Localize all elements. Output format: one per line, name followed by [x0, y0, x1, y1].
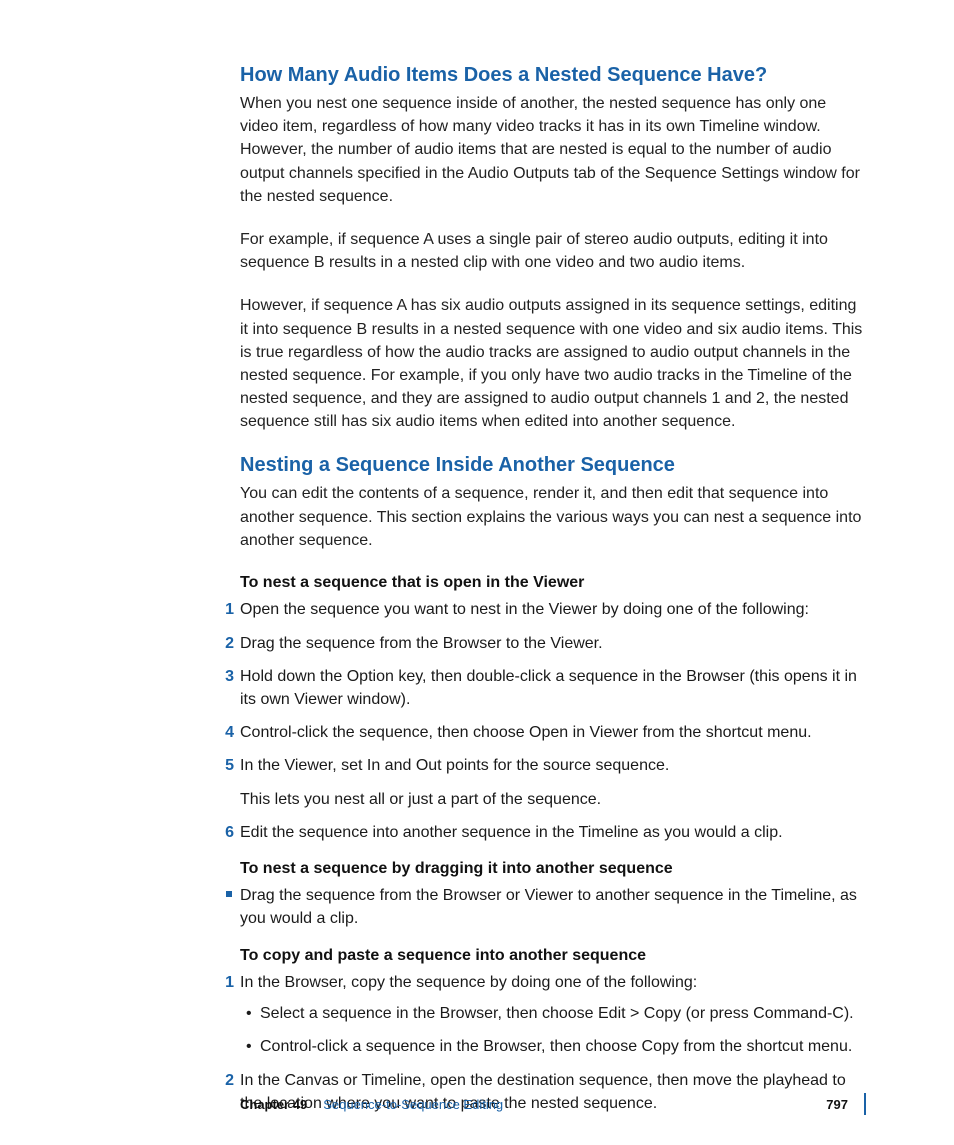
footer-page-number: 797: [826, 1097, 848, 1112]
step-number: 6: [222, 821, 234, 844]
footer-title: Sequence-to-Sequence Editing: [323, 1097, 503, 1112]
body-paragraph: When you nest one sequence inside of ano…: [240, 92, 866, 208]
task-heading-copy-paste: To copy and paste a sequence into anothe…: [240, 945, 866, 967]
step-item: 1 Open the sequence you want to nest in …: [240, 598, 866, 621]
bullet-text: Drag the sequence from the Browser or Vi…: [240, 887, 857, 927]
bullet-list-dragging: Drag the sequence from the Browser or Vi…: [240, 884, 866, 930]
task-heading-dragging: To nest a sequence by dragging it into a…: [240, 858, 866, 880]
step-number: 1: [222, 598, 234, 621]
body-paragraph: You can edit the contents of a sequence,…: [240, 482, 866, 552]
body-paragraph: However, if sequence A has six audio out…: [240, 294, 866, 433]
sub-bullet-item: Select a sequence in the Browser, then c…: [260, 1002, 866, 1025]
step-text: Hold down the Option key, then double-cl…: [240, 668, 857, 708]
task-heading-viewer: To nest a sequence that is open in the V…: [240, 572, 866, 594]
step-text: Open the sequence you want to nest in th…: [240, 601, 809, 618]
document-page: How Many Audio Items Does a Nested Seque…: [0, 0, 954, 1145]
ordered-steps-viewer: 1 Open the sequence you want to nest in …: [240, 598, 866, 844]
sub-bullet-item: Control-click a sequence in the Browser,…: [260, 1035, 866, 1058]
bullet-item: Drag the sequence from the Browser or Vi…: [240, 884, 866, 930]
step-item: 1 In the Browser, copy the sequence by d…: [240, 971, 866, 1059]
step-number: 5: [222, 754, 234, 777]
step-text: Edit the sequence into another sequence …: [240, 824, 783, 841]
footer-chapter: Chapter 49: [240, 1097, 307, 1112]
step-item: 5 In the Viewer, set In and Out points f…: [240, 754, 866, 810]
step-text: Drag the sequence from the Browser to th…: [240, 635, 603, 652]
sub-bullet-list: Select a sequence in the Browser, then c…: [240, 1002, 866, 1058]
step-number: 3: [222, 665, 234, 688]
step-number: 2: [222, 632, 234, 655]
step-item: 3 Hold down the Option key, then double-…: [240, 665, 866, 711]
step-number: 1: [222, 971, 234, 994]
step-item: 2 Drag the sequence from the Browser to …: [240, 632, 866, 655]
step-number: 4: [222, 721, 234, 744]
heading-audio-items: How Many Audio Items Does a Nested Seque…: [240, 63, 866, 88]
page-footer: Chapter 49 Sequence-to-Sequence Editing …: [240, 1093, 866, 1115]
step-text: Control-click the sequence, then choose …: [240, 724, 812, 741]
heading-nesting-sequence: Nesting a Sequence Inside Another Sequen…: [240, 453, 866, 478]
step-subtext: This lets you nest all or just a part of…: [240, 788, 866, 811]
step-text: In the Browser, copy the sequence by doi…: [240, 974, 697, 991]
square-bullet-icon: [226, 891, 232, 897]
step-number: 2: [222, 1069, 234, 1092]
step-item: 4 Control-click the sequence, then choos…: [240, 721, 866, 744]
step-item: 6 Edit the sequence into another sequenc…: [240, 821, 866, 844]
body-paragraph: For example, if sequence A uses a single…: [240, 228, 866, 274]
step-text: In the Viewer, set In and Out points for…: [240, 757, 669, 774]
